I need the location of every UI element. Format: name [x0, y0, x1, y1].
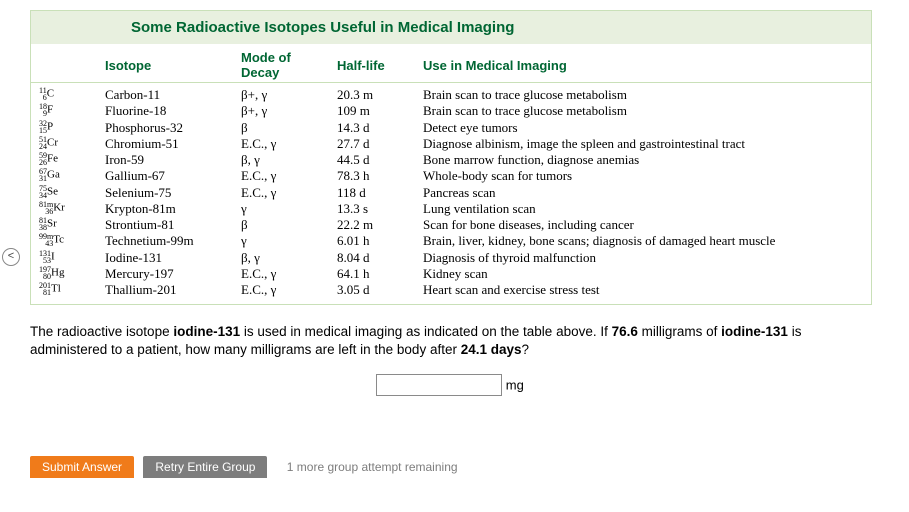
halflife-cell: 118 d: [329, 185, 415, 201]
table-row: 7534SeSelenium-75E.C., γ118 dPancreas sc…: [31, 185, 871, 201]
decay-cell: E.C., γ: [233, 282, 329, 304]
isotope-cell: Gallium-67: [97, 168, 233, 184]
table-row: 99m43TcTechnetium-99mγ6.01 hBrain, liver…: [31, 233, 871, 249]
symbol-cell: 189F: [31, 103, 97, 119]
symbol-cell: 20181Tl: [31, 282, 97, 304]
symbol-cell: 5926Fe: [31, 152, 97, 168]
answer-input[interactable]: [376, 374, 502, 396]
halflife-cell: 22.2 m: [329, 217, 415, 233]
th-use: Use in Medical Imaging: [415, 44, 871, 83]
table-row: 19780HgMercury-197E.C., γ64.1 hKidney sc…: [31, 266, 871, 282]
decay-cell: E.C., γ: [233, 168, 329, 184]
isotope-cell: Thallium-201: [97, 282, 233, 304]
answer-unit: mg: [506, 377, 524, 392]
table-row: 13153IIodine-131β, γ8.04 dDiagnosis of t…: [31, 250, 871, 266]
decay-cell: β+, γ: [233, 103, 329, 119]
th-isotope: Isotope: [97, 44, 233, 83]
symbol-cell: 7534Se: [31, 185, 97, 201]
use-cell: Pancreas scan: [415, 185, 871, 201]
decay-cell: E.C., γ: [233, 185, 329, 201]
isotope-cell: Phosphorus-32: [97, 120, 233, 136]
use-cell: Diagnose albinism, image the spleen and …: [415, 136, 871, 152]
use-cell: Bone marrow function, diagnose anemias: [415, 152, 871, 168]
use-cell: Diagnosis of thyroid malfunction: [415, 250, 871, 266]
decay-cell: E.C., γ: [233, 266, 329, 282]
isotope-cell: Strontium-81: [97, 217, 233, 233]
symbol-cell: 99m43Tc: [31, 233, 97, 249]
table-row: 189FFluorine-18β+, γ109 mBrain scan to t…: [31, 103, 871, 119]
isotope-cell: Iron-59: [97, 152, 233, 168]
halflife-cell: 20.3 m: [329, 83, 415, 104]
retry-button[interactable]: Retry Entire Group: [143, 456, 267, 478]
isotope-cell: Technetium-99m: [97, 233, 233, 249]
th-halflife: Half-life: [329, 44, 415, 83]
decay-cell: β, γ: [233, 152, 329, 168]
table-row: 5926FeIron-59β, γ44.5 dBone marrow funct…: [31, 152, 871, 168]
symbol-cell: 8138Sr: [31, 217, 97, 233]
use-cell: Scan for bone diseases, including cancer: [415, 217, 871, 233]
halflife-cell: 78.3 h: [329, 168, 415, 184]
isotope-cell: Chromium-51: [97, 136, 233, 152]
use-cell: Kidney scan: [415, 266, 871, 282]
isotope-cell: Krypton-81m: [97, 201, 233, 217]
decay-cell: β: [233, 217, 329, 233]
isotope-cell: Fluorine-18: [97, 103, 233, 119]
halflife-cell: 6.01 h: [329, 233, 415, 249]
decay-cell: E.C., γ: [233, 136, 329, 152]
isotope-table: Isotope Mode of Decay Half-life Use in M…: [31, 44, 871, 304]
symbol-cell: 3215P: [31, 120, 97, 136]
isotope-table-container: Some Radioactive Isotopes Useful in Medi…: [30, 10, 872, 305]
table-row: 6731GaGallium-67E.C., γ78.3 hWhole-body …: [31, 168, 871, 184]
halflife-cell: 64.1 h: [329, 266, 415, 282]
halflife-cell: 109 m: [329, 103, 415, 119]
halflife-cell: 3.05 d: [329, 282, 415, 304]
symbol-cell: 19780Hg: [31, 266, 97, 282]
halflife-cell: 27.7 d: [329, 136, 415, 152]
halflife-cell: 14.3 d: [329, 120, 415, 136]
decay-cell: β: [233, 120, 329, 136]
use-cell: Brain scan to trace glucose metabolism: [415, 83, 871, 104]
table-row: 81m36KrKrypton-81mγ13.3 sLung ventilatio…: [31, 201, 871, 217]
decay-cell: γ: [233, 201, 329, 217]
table-row: 5124CrChromium-51E.C., γ27.7 dDiagnose a…: [31, 136, 871, 152]
submit-button[interactable]: Submit Answer: [30, 456, 134, 478]
use-cell: Brain scan to trace glucose metabolism: [415, 103, 871, 119]
button-row: Submit Answer Retry Entire Group 1 more …: [30, 456, 879, 478]
table-row: 3215PPhosphorus-32β14.3 dDetect eye tumo…: [31, 120, 871, 136]
symbol-cell: 81m36Kr: [31, 201, 97, 217]
symbol-cell: 5124Cr: [31, 136, 97, 152]
use-cell: Detect eye tumors: [415, 120, 871, 136]
symbol-cell: 116C: [31, 83, 97, 104]
decay-cell: β, γ: [233, 250, 329, 266]
symbol-cell: 13153I: [31, 250, 97, 266]
halflife-cell: 13.3 s: [329, 201, 415, 217]
isotope-cell: Mercury-197: [97, 266, 233, 282]
attempts-remaining: 1 more group attempt remaining: [287, 460, 458, 474]
decay-cell: β+, γ: [233, 83, 329, 104]
th-blank: [31, 44, 97, 83]
halflife-cell: 44.5 d: [329, 152, 415, 168]
isotope-cell: Carbon-11: [97, 83, 233, 104]
table-title: Some Radioactive Isotopes Useful in Medi…: [31, 11, 871, 44]
th-decay: Mode of Decay: [233, 44, 329, 83]
isotope-cell: Iodine-131: [97, 250, 233, 266]
use-cell: Heart scan and exercise stress test: [415, 282, 871, 304]
use-cell: Brain, liver, kidney, bone scans; diagno…: [415, 233, 871, 249]
table-row: 8138SrStrontium-81β22.2 mScan for bone d…: [31, 217, 871, 233]
question-text: The radioactive isotope iodine-131 is us…: [30, 323, 870, 359]
use-cell: Whole-body scan for tumors: [415, 168, 871, 184]
symbol-cell: 6731Ga: [31, 168, 97, 184]
halflife-cell: 8.04 d: [329, 250, 415, 266]
side-arrow-icon[interactable]: <: [2, 248, 20, 266]
isotope-cell: Selenium-75: [97, 185, 233, 201]
table-row: 20181TlThallium-201E.C., γ3.05 dHeart sc…: [31, 282, 871, 304]
use-cell: Lung ventilation scan: [415, 201, 871, 217]
decay-cell: γ: [233, 233, 329, 249]
table-row: 116CCarbon-11β+, γ20.3 mBrain scan to tr…: [31, 83, 871, 104]
answer-row: mg: [30, 374, 870, 396]
